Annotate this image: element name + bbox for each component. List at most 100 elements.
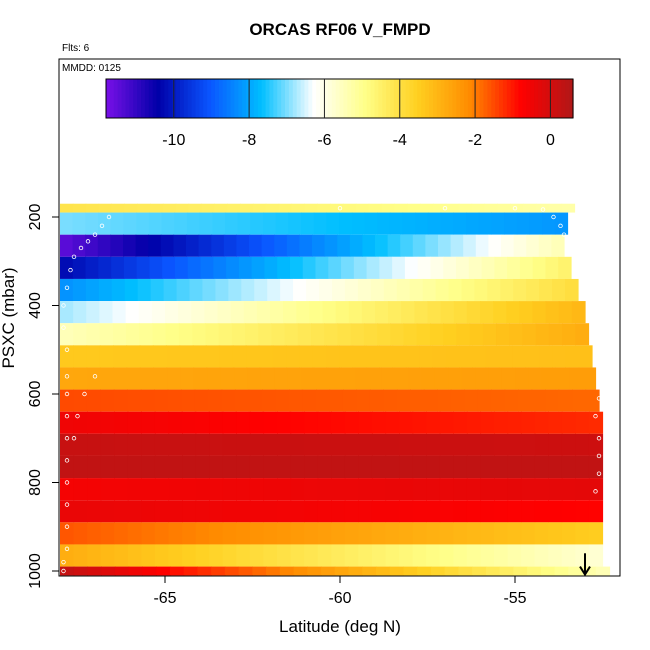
heatmap-cell (412, 544, 427, 567)
heatmap-cell (534, 411, 549, 434)
heatmap-cell (208, 389, 223, 412)
colorbar: -10 -8 -6 -4 -2 0 (105, 78, 574, 149)
track-point (572, 250, 577, 255)
heatmap-cell (453, 212, 467, 235)
heatmap-cell (249, 522, 265, 545)
heatmap-cell (60, 278, 74, 302)
heatmap-cell (324, 323, 339, 346)
heatmap-cell (358, 455, 373, 479)
heatmap-cell (199, 212, 213, 235)
heatmap-cell (317, 411, 332, 434)
heatmap-cell (572, 389, 587, 412)
heatmap-cell (139, 345, 154, 368)
heatmap-cell (263, 433, 278, 456)
heatmap-cell (243, 301, 258, 324)
heatmap-cell (209, 411, 224, 434)
heatmap-cell (249, 544, 265, 567)
heatmap-cell (430, 566, 446, 576)
heatmap-cell (344, 433, 359, 456)
heatmap-cell (561, 203, 576, 213)
heatmap-cell (87, 478, 102, 501)
heatmap-cell (499, 566, 514, 576)
heatmap-cell (507, 478, 522, 501)
heatmap-cell (317, 455, 332, 479)
colorbar-swatch (487, 79, 492, 118)
heatmap-cell (123, 256, 138, 279)
colorbar-swatch (203, 79, 208, 118)
colorbar-swatch (561, 79, 566, 118)
colorbar-swatch (452, 79, 457, 118)
heatmap-cell (293, 278, 307, 302)
heatmap-cell (362, 566, 377, 576)
heatmap-cell (151, 301, 166, 324)
heatmap-cell (114, 522, 129, 545)
heatmap-cell (494, 478, 509, 501)
heatmap-cell (317, 500, 332, 523)
heatmap-cell (331, 544, 346, 567)
colorbar-swatch (249, 79, 255, 118)
heatmap-cell (466, 411, 482, 434)
heatmap-cell (390, 323, 405, 346)
heatmap-cell (141, 433, 156, 456)
heatmap-cell (475, 367, 489, 390)
heatmap-cell (260, 367, 275, 390)
heatmap-cell (344, 411, 359, 434)
heatmap-cell (575, 544, 590, 567)
track-point (64, 347, 70, 352)
track-point (64, 546, 70, 552)
colorbar-swatch (199, 79, 204, 118)
heatmap-cell (377, 323, 391, 346)
heatmap-cell (137, 278, 152, 302)
track-point (106, 214, 112, 220)
heatmap-cell (252, 203, 267, 213)
heatmap-cell (381, 203, 396, 213)
x-tick-label: -65 (153, 590, 176, 607)
heatmap-cell (545, 256, 559, 279)
heatmap-cell (188, 203, 203, 213)
colorbar-swatch (569, 79, 574, 118)
heatmap-cell (439, 411, 454, 434)
heatmap-cell (165, 301, 179, 324)
heatmap-cell (466, 455, 482, 479)
heatmap-cell (394, 203, 408, 213)
heatmap-cell (181, 389, 196, 412)
heatmap-cell (72, 256, 87, 279)
colorbar-swatch (285, 79, 290, 118)
heatmap-cell (289, 256, 304, 279)
heatmap-cell (194, 389, 209, 412)
heatmap-cell (162, 256, 176, 279)
colorbar-swatch (300, 79, 306, 118)
heatmap-cell (519, 256, 534, 279)
heatmap-cell (412, 411, 427, 434)
heatmap-cell (254, 278, 268, 302)
heatmap-cell (304, 411, 319, 434)
heatmap-cell (371, 433, 387, 456)
heatmap-cell (371, 411, 387, 434)
heatmap-cell (114, 500, 129, 523)
heatmap-cell (114, 433, 129, 456)
heatmap-cell (561, 544, 576, 567)
heatmap-cell (561, 478, 576, 501)
heatmap-cell (317, 478, 332, 501)
heatmap-cell (222, 544, 237, 567)
heatmap-cell (317, 522, 332, 545)
heatmap-cell (535, 203, 550, 213)
heatmap-cell (263, 455, 278, 479)
heatmap-cell (252, 566, 267, 576)
heatmap-cell (331, 455, 346, 479)
heatmap-cell (224, 212, 239, 235)
heatmap-cell (286, 234, 300, 257)
colorbar-swatch (152, 79, 158, 118)
heatmap-cell (209, 544, 224, 567)
colorbar-swatch (553, 79, 559, 118)
heatmap-cell (193, 345, 207, 368)
heatmap-cell (385, 411, 400, 434)
heatmap-cell (575, 323, 590, 346)
heatmap-cell (274, 234, 288, 257)
colorbar-swatch (522, 79, 527, 118)
heatmap-cell (87, 522, 102, 545)
colorbar-swatch (499, 79, 504, 118)
heatmap-cell (195, 433, 210, 456)
heatmap-cell (73, 433, 88, 456)
heatmap-cell (160, 234, 174, 257)
